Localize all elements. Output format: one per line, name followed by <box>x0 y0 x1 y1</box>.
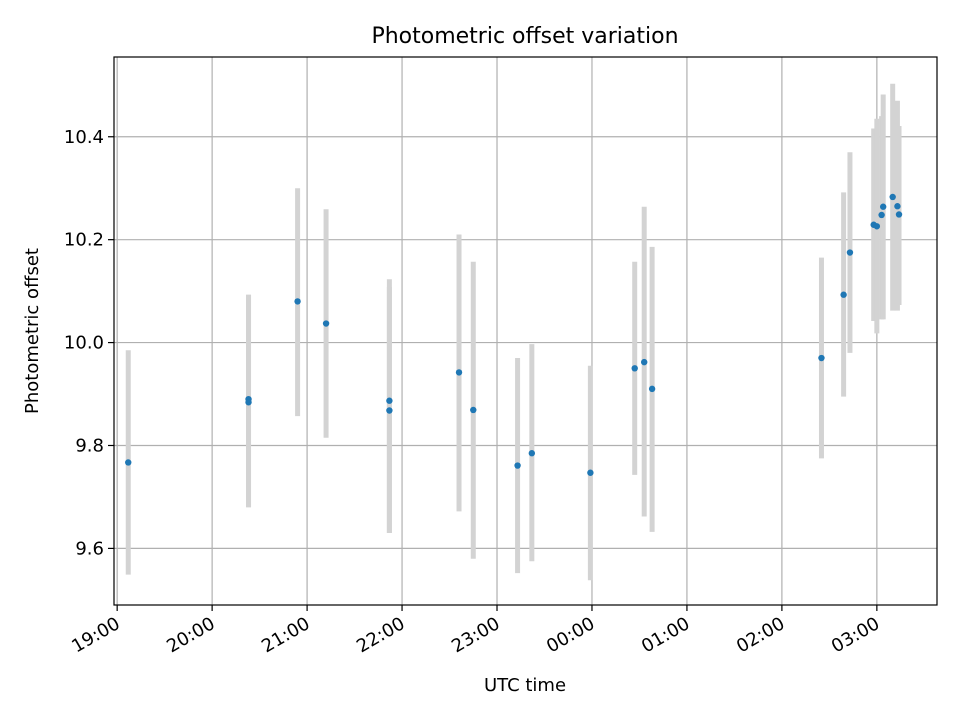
data-point <box>294 298 301 305</box>
data-point <box>894 203 901 210</box>
x-axis: 19:00 20:00 21:00 22:00 23:00 00:00 01:00 02:00… <box>68 605 883 657</box>
data-point <box>840 291 847 298</box>
data-point <box>873 223 881 230</box>
y-tick-label: 9.6 <box>75 538 104 559</box>
x-axis-label: UTC time <box>484 675 566 696</box>
x-tick-label: 01:00 <box>638 613 693 657</box>
y-tick-label: 10.4 <box>64 127 104 148</box>
y-tick-label: 9.8 <box>75 435 104 456</box>
data-points <box>125 193 903 476</box>
data-point <box>514 462 521 469</box>
y-tick-label: 10.2 <box>64 230 104 251</box>
data-point <box>818 354 825 362</box>
data-point <box>528 450 536 457</box>
chart-title: Photometric offset variation <box>371 24 678 49</box>
data-point <box>386 407 393 414</box>
data-point <box>386 397 393 404</box>
data-point <box>322 320 330 327</box>
data-point <box>245 399 252 406</box>
data-point <box>878 211 885 219</box>
data-point <box>587 469 594 476</box>
x-tick-label: 00:00 <box>543 613 598 657</box>
x-tick-label: 19:00 <box>68 613 123 657</box>
x-tick-label: 23:00 <box>448 613 503 657</box>
y-tick-label: 10.0 <box>64 333 104 354</box>
data-point <box>895 211 903 218</box>
data-point <box>641 358 648 366</box>
data-point <box>846 249 854 256</box>
x-tick-label: 20:00 <box>163 613 218 657</box>
grid-lines <box>114 57 937 605</box>
plot-frame <box>113 56 938 606</box>
x-tick-label: 21:00 <box>258 613 313 657</box>
data-point <box>889 193 896 201</box>
data-point <box>470 406 477 414</box>
y-axis-label: Photometric offset <box>22 248 43 414</box>
data-point <box>455 369 463 376</box>
x-tick-label: 03:00 <box>828 613 883 657</box>
x-tick-label: 22:00 <box>353 613 408 657</box>
y-axis: 9.6 9.8 10.0 10.2 10.4 <box>64 127 114 559</box>
data-point <box>879 203 887 210</box>
error-bars <box>125 83 902 581</box>
data-point <box>125 459 132 466</box>
x-tick-label: 02:00 <box>733 613 788 657</box>
data-point <box>648 385 656 393</box>
data-point <box>631 365 638 372</box>
